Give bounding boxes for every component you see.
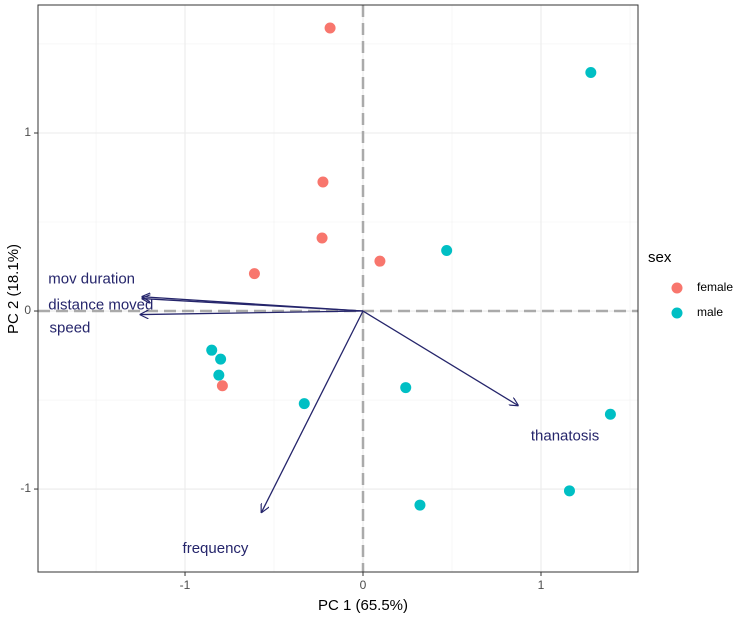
legend-marker xyxy=(671,307,683,319)
point xyxy=(213,369,225,381)
point xyxy=(400,382,412,394)
loading-label: distance moved xyxy=(48,297,153,314)
point xyxy=(563,485,575,497)
loading-arrow xyxy=(362,310,518,405)
y-tick-label: 1 xyxy=(24,125,31,139)
x-axis-title: PC 1 (65.5%) xyxy=(318,597,408,614)
y-tick-label: -1 xyxy=(20,481,31,495)
point xyxy=(215,353,227,365)
x-tick-label: -1 xyxy=(180,578,191,592)
legend-marker xyxy=(671,282,683,294)
point xyxy=(317,176,329,188)
point xyxy=(585,66,597,78)
point xyxy=(316,232,328,244)
point xyxy=(324,22,336,34)
point xyxy=(441,244,453,256)
point xyxy=(216,380,228,392)
x-tick-label: 0 xyxy=(360,578,367,592)
point xyxy=(604,408,616,420)
panel xyxy=(38,5,638,572)
point xyxy=(298,398,310,410)
x-tick-label: 1 xyxy=(538,578,545,592)
point xyxy=(248,268,260,280)
point xyxy=(414,499,426,511)
legend-label: female xyxy=(697,280,733,294)
loading-label: speed xyxy=(50,320,91,337)
point xyxy=(374,255,386,267)
loading-label: thanatosis xyxy=(531,427,599,444)
point xyxy=(206,344,218,356)
legend-label: male xyxy=(697,305,723,319)
panel-border xyxy=(37,4,639,573)
loading-label: frequency xyxy=(183,540,249,557)
legend-title: sex xyxy=(648,249,672,266)
y-tick-label: 0 xyxy=(24,303,31,317)
y-axis-title: PC 2 (18.1%) xyxy=(5,244,22,334)
loading-arrow xyxy=(262,310,364,512)
loading-label: mov duration xyxy=(48,271,135,288)
loading-arrow xyxy=(142,299,364,312)
loading-arrow xyxy=(141,311,364,315)
